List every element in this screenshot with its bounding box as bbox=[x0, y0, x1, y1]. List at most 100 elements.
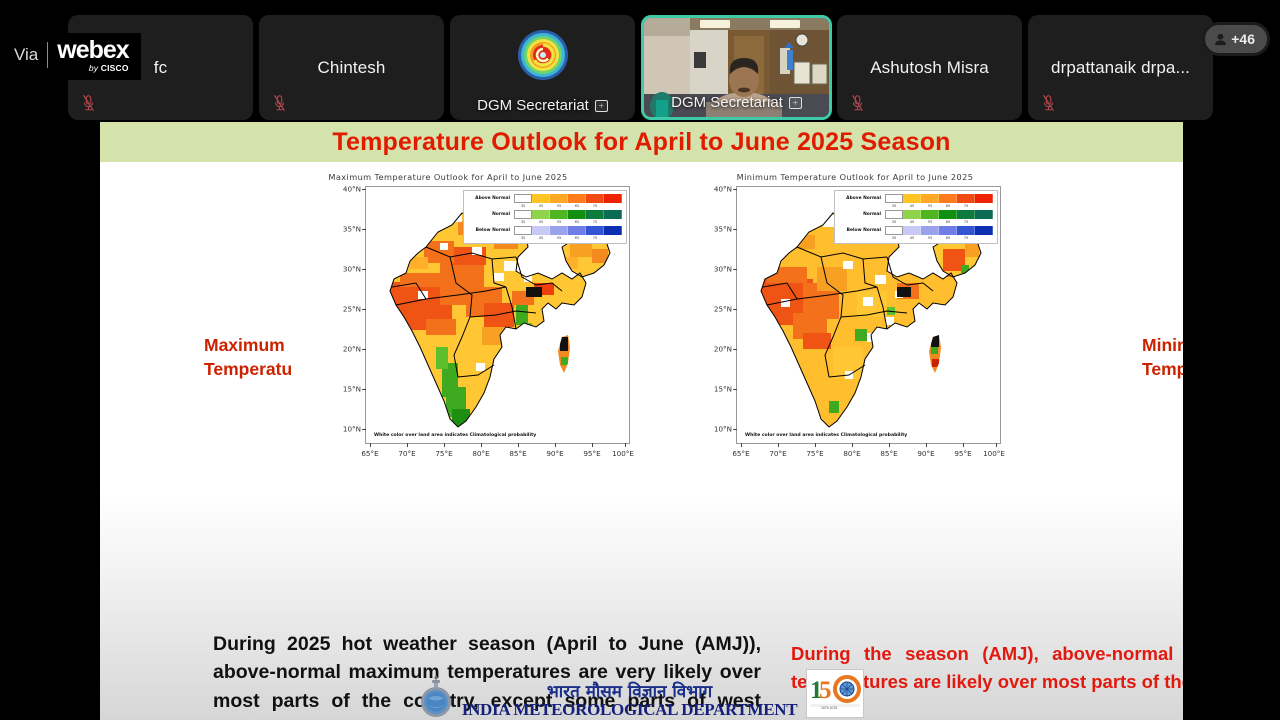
150-anniversary-emblem: 1 5 1875-2025 bbox=[810, 675, 862, 710]
tile-participant-name-row: DGM Secretariat bbox=[450, 97, 635, 114]
shared-slide: Temperature Outlook for April to June 20… bbox=[100, 122, 1183, 720]
imd-department-name: भारत मौसम विज्ञान विभाग INDIA METEOROLOG… bbox=[461, 684, 798, 719]
legend-colorbar bbox=[514, 210, 622, 219]
legend-tick: 35 bbox=[520, 204, 526, 208]
x-tick-label: 65°E bbox=[361, 449, 379, 458]
legend-tick: 45 bbox=[538, 220, 544, 224]
legend-label: Above Normal bbox=[475, 196, 510, 201]
legend-tick: 55 bbox=[927, 204, 933, 208]
x-tick-label: 95°E bbox=[583, 449, 601, 458]
legend-tick: 55 bbox=[556, 236, 562, 240]
x-tick-label: 70°E bbox=[398, 449, 416, 458]
legend-tick: 75 bbox=[592, 220, 598, 224]
legend-tick: 55 bbox=[927, 236, 933, 240]
tile-participant-name-row: DGM Secretariat bbox=[644, 94, 829, 111]
y-tick-label: 30°N bbox=[342, 264, 361, 274]
legend-colorbar bbox=[514, 226, 622, 235]
legend-ticks-normal: 35 45 55 65 75 bbox=[885, 220, 993, 224]
video-tile-6[interactable]: drpattanaik drpa... bbox=[1028, 15, 1213, 120]
y-tick-label: 10°N bbox=[342, 424, 361, 434]
y-tick-label: 35°N bbox=[342, 224, 361, 234]
webex-logo: webex by CISCO bbox=[57, 36, 129, 73]
legend-ticks-below: 35 45 55 65 75 bbox=[885, 236, 993, 240]
slide-banner: Temperature Outlook for April to June 20… bbox=[100, 122, 1183, 162]
legend-tick: 75 bbox=[963, 236, 969, 240]
legend-tick: 35 bbox=[520, 220, 526, 224]
video-tile-3[interactable]: DGM Secretariat bbox=[450, 15, 635, 120]
x-tick-label: 70°E bbox=[769, 449, 787, 458]
map-title: Maximum Temperature Outlook for April to… bbox=[328, 172, 568, 182]
slide-footer: भारत मौसम विज्ञान विभाग INDIA METEOROLOG… bbox=[100, 669, 1183, 720]
legend-row-normal: Normal bbox=[839, 210, 993, 219]
150-years-logo: 1 5 1875-2025 bbox=[806, 669, 865, 718]
microphone-muted-icon bbox=[83, 95, 94, 111]
x-tick-label: 75°E bbox=[435, 449, 453, 458]
legend-tick: 45 bbox=[909, 220, 915, 224]
watermark-via-text: Via bbox=[14, 45, 39, 65]
legend-label: Below Normal bbox=[846, 228, 881, 233]
andaman-raster bbox=[929, 335, 941, 373]
y-tick-label: 35°N bbox=[713, 224, 732, 234]
legend-label: Normal bbox=[863, 212, 881, 217]
legend-tick: 35 bbox=[891, 204, 897, 208]
y-tick-label: 25°N bbox=[342, 304, 361, 314]
y-tick-label: 15°N bbox=[342, 384, 361, 394]
watermark-divider bbox=[47, 42, 49, 69]
legend-colorbar bbox=[885, 210, 993, 219]
video-tile-5[interactable]: Ashutosh Misra bbox=[837, 15, 1022, 120]
legend-tick: 45 bbox=[909, 236, 915, 240]
x-tick-label: 85°E bbox=[509, 449, 527, 458]
legend-ticks-above: 35 45 55 65 75 bbox=[885, 204, 993, 208]
legend-colorbar bbox=[885, 226, 993, 235]
y-tick-label: 40°N bbox=[713, 184, 732, 194]
y-tick-label: 40°N bbox=[342, 184, 361, 194]
legend-tick: 75 bbox=[963, 204, 969, 208]
legend-row-above-normal: Above Normal bbox=[839, 194, 993, 203]
min-temp-label-line2: Temperature bbox=[1142, 358, 1183, 379]
legend-tick: 75 bbox=[592, 204, 598, 208]
tile-participant-name: DGM Secretariat bbox=[477, 97, 589, 114]
tile-participant-name: drpattanaik drpa... bbox=[1051, 57, 1190, 77]
legend-tick: 65 bbox=[574, 236, 580, 240]
legend-tick: 35 bbox=[520, 236, 526, 240]
legend-tick: 75 bbox=[963, 220, 969, 224]
legend-label: Above Normal bbox=[846, 196, 881, 201]
legend-tick: 35 bbox=[891, 220, 897, 224]
microphone-muted-icon bbox=[852, 95, 863, 111]
legend-tick: 65 bbox=[945, 236, 951, 240]
x-tick-label: 85°E bbox=[880, 449, 898, 458]
max-temperature-map-figure: Maximum Temperature Outlook for April to… bbox=[293, 172, 634, 492]
imd-name-english: INDIA METEOROLOGICAL DEPARTMENT bbox=[461, 700, 798, 719]
legend-tick: 35 bbox=[891, 236, 897, 240]
webex-byline: by CISCO bbox=[88, 63, 129, 73]
legend-tick: 65 bbox=[574, 220, 580, 224]
legend-tick: 75 bbox=[592, 236, 598, 240]
y-tick-label: 15°N bbox=[713, 384, 732, 394]
map-plot-area: 40°N 35°N 30°N 25°N 20°N 15°N 10°N 65°E … bbox=[714, 185, 1005, 459]
legend-ticks-below: 35 45 55 65 75 bbox=[514, 236, 622, 240]
person-icon bbox=[1215, 33, 1227, 45]
x-tick-label: 75°E bbox=[806, 449, 824, 458]
map-footnote: White color over land area indicates Cli… bbox=[745, 433, 908, 438]
x-tick-label: 80°E bbox=[843, 449, 861, 458]
legend-row-above-normal: Above Normal bbox=[468, 194, 622, 203]
video-tile-4-active-speaker[interactable]: DGM Secretariat bbox=[641, 15, 832, 120]
x-tick-label: 95°E bbox=[954, 449, 972, 458]
x-tick-label: 65°E bbox=[732, 449, 750, 458]
legend-ticks-normal: 35 45 55 65 75 bbox=[514, 220, 622, 224]
legend-tick: 45 bbox=[538, 204, 544, 208]
legend-tick: 45 bbox=[909, 204, 915, 208]
cyclone-avatar-icon bbox=[517, 30, 568, 80]
screen-share-icon bbox=[788, 96, 802, 109]
video-tile-2[interactable]: Chintesh bbox=[259, 15, 444, 120]
min-temperature-summary-text: During the season (AMJ), above-normal mi… bbox=[791, 643, 1183, 692]
map-plot-area: 40°N 35°N 30°N 25°N 20°N 15°N 10°N 65°E … bbox=[343, 185, 634, 459]
screen-share-icon bbox=[594, 99, 608, 112]
legend-tick: 55 bbox=[927, 220, 933, 224]
video-filmstrip: fc Via webex by CISCO Chintesh bbox=[0, 0, 1280, 122]
webex-wordmark: webex bbox=[57, 36, 129, 64]
maximum-temperature-label: Maximum Temperature bbox=[204, 334, 309, 381]
y-tick-label: 25°N bbox=[713, 304, 732, 314]
overflow-participants-badge[interactable]: +46 bbox=[1202, 22, 1270, 56]
